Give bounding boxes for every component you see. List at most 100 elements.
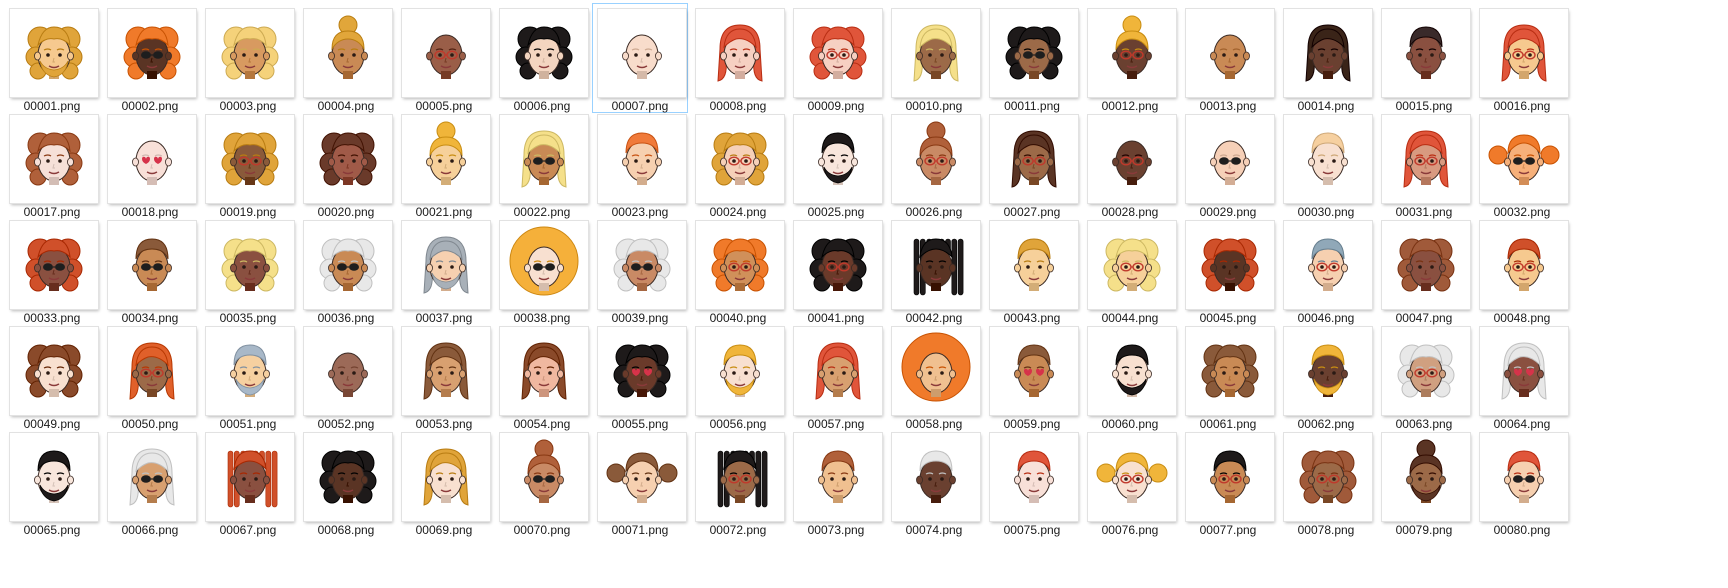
file-name-label: 00056.png xyxy=(709,417,767,431)
file-item[interactable]: 00042.png xyxy=(886,215,982,325)
file-item[interactable]: 00021.png xyxy=(396,109,492,219)
file-name-label: 00012.png xyxy=(1101,99,1159,113)
file-item[interactable]: 00035.png xyxy=(200,215,296,325)
avatar-thumbnail xyxy=(794,9,882,97)
file-name-label: 00045.png xyxy=(1199,311,1257,325)
file-item[interactable]: 00025.png xyxy=(788,109,884,219)
file-name-label: 00068.png xyxy=(317,523,375,537)
file-item[interactable]: 00034.png xyxy=(102,215,198,325)
file-name-label: 00007.png xyxy=(611,99,669,113)
file-item[interactable]: 00006.png xyxy=(494,3,590,113)
avatar-thumbnail xyxy=(892,327,980,415)
file-item[interactable]: 00009.png xyxy=(788,3,884,113)
file-item[interactable]: 00018.png xyxy=(102,109,198,219)
avatar-thumbnail xyxy=(794,433,882,521)
file-item[interactable]: 00012.png xyxy=(1082,3,1178,113)
file-item[interactable]: 00027.png xyxy=(984,109,1080,219)
file-name-label: 00076.png xyxy=(1101,523,1159,537)
file-item[interactable]: 00049.png xyxy=(4,321,100,431)
file-item[interactable]: 00022.png xyxy=(494,109,590,219)
file-item[interactable]: 00048.png xyxy=(1474,215,1570,325)
file-item[interactable]: 00058.png xyxy=(886,321,982,431)
file-item[interactable]: 00043.png xyxy=(984,215,1080,325)
file-item[interactable]: 00053.png xyxy=(396,321,492,431)
file-item[interactable]: 00038.png xyxy=(494,215,590,325)
file-item[interactable]: 00075.png xyxy=(984,427,1080,537)
file-item[interactable]: 00060.png xyxy=(1082,321,1178,431)
file-item[interactable]: 00026.png xyxy=(886,109,982,219)
avatar-thumbnail xyxy=(304,221,392,309)
file-item[interactable]: 00014.png xyxy=(1278,3,1374,113)
file-name-label: 00009.png xyxy=(807,99,865,113)
file-name-label: 00071.png xyxy=(611,523,669,537)
file-item[interactable]: 00010.png xyxy=(886,3,982,113)
file-item[interactable]: 00037.png xyxy=(396,215,492,325)
file-item[interactable]: 00056.png xyxy=(690,321,786,431)
file-item[interactable]: 00001.png xyxy=(4,3,100,113)
file-item[interactable]: 00030.png xyxy=(1278,109,1374,219)
file-item[interactable]: 00045.png xyxy=(1180,215,1276,325)
file-item[interactable]: 00065.png xyxy=(4,427,100,537)
file-item[interactable]: 00063.png xyxy=(1376,321,1472,431)
file-item[interactable]: 00029.png xyxy=(1180,109,1276,219)
file-item[interactable]: 00079.png xyxy=(1376,427,1472,537)
file-item[interactable]: 00002.png xyxy=(102,3,198,113)
file-item[interactable]: 00054.png xyxy=(494,321,590,431)
file-item[interactable]: 00077.png xyxy=(1180,427,1276,537)
file-item[interactable]: 00044.png xyxy=(1082,215,1178,325)
file-item[interactable]: 00005.png xyxy=(396,3,492,113)
file-item[interactable]: 00024.png xyxy=(690,109,786,219)
file-item[interactable]: 00039.png xyxy=(592,215,688,325)
file-item[interactable]: 00051.png xyxy=(200,321,296,431)
file-item[interactable]: 00017.png xyxy=(4,109,100,219)
file-item[interactable]: 00067.png xyxy=(200,427,296,537)
file-item[interactable]: 00070.png xyxy=(494,427,590,537)
file-item[interactable]: 00008.png xyxy=(690,3,786,113)
file-item[interactable]: 00061.png xyxy=(1180,321,1276,431)
file-item[interactable]: 00047.png xyxy=(1376,215,1472,325)
file-item[interactable]: 00028.png xyxy=(1082,109,1178,219)
file-item[interactable]: 00031.png xyxy=(1376,109,1472,219)
avatar-thumbnail xyxy=(1480,9,1568,97)
file-item[interactable]: 00052.png xyxy=(298,321,394,431)
file-item[interactable]: 00062.png xyxy=(1278,321,1374,431)
file-item[interactable]: 00011.png xyxy=(984,3,1080,113)
file-item[interactable]: 00059.png xyxy=(984,321,1080,431)
file-name-label: 00030.png xyxy=(1297,205,1355,219)
file-name-label: 00070.png xyxy=(513,523,571,537)
file-item[interactable]: 00023.png xyxy=(592,109,688,219)
file-item[interactable]: 00076.png xyxy=(1082,427,1178,537)
file-item[interactable]: 00032.png xyxy=(1474,109,1570,219)
file-item[interactable]: 00050.png xyxy=(102,321,198,431)
file-item[interactable]: 00080.png xyxy=(1474,427,1570,537)
file-item[interactable]: 00066.png xyxy=(102,427,198,537)
file-item[interactable]: 00036.png xyxy=(298,215,394,325)
file-name-label: 00052.png xyxy=(317,417,375,431)
file-item[interactable]: 00073.png xyxy=(788,427,884,537)
file-item[interactable]: 00004.png xyxy=(298,3,394,113)
file-item[interactable]: 00071.png xyxy=(592,427,688,537)
file-item[interactable]: 00078.png xyxy=(1278,427,1374,537)
avatar-thumbnail xyxy=(10,221,98,309)
file-item[interactable]: 00040.png xyxy=(690,215,786,325)
file-item[interactable]: 00064.png xyxy=(1474,321,1570,431)
file-item[interactable]: 00068.png xyxy=(298,427,394,537)
file-item[interactable]: 00041.png xyxy=(788,215,884,325)
file-item[interactable]: 00019.png xyxy=(200,109,296,219)
file-name-label: 00063.png xyxy=(1395,417,1453,431)
file-item[interactable]: 00072.png xyxy=(690,427,786,537)
file-item[interactable]: 00069.png xyxy=(396,427,492,537)
file-item[interactable]: 00074.png xyxy=(886,427,982,537)
file-item[interactable]: 00046.png xyxy=(1278,215,1374,325)
file-item[interactable]: 00057.png xyxy=(788,321,884,431)
file-name-label: 00020.png xyxy=(317,205,375,219)
file-item[interactable]: 00007.png xyxy=(592,3,688,113)
file-item[interactable]: 00013.png xyxy=(1180,3,1276,113)
file-item[interactable]: 00020.png xyxy=(298,109,394,219)
file-item[interactable]: 00033.png xyxy=(4,215,100,325)
avatar-thumbnail xyxy=(1088,9,1176,97)
file-item[interactable]: 00055.png xyxy=(592,321,688,431)
file-item[interactable]: 00003.png xyxy=(200,3,296,113)
file-item[interactable]: 00015.png xyxy=(1376,3,1472,113)
file-item[interactable]: 00016.png xyxy=(1474,3,1570,113)
